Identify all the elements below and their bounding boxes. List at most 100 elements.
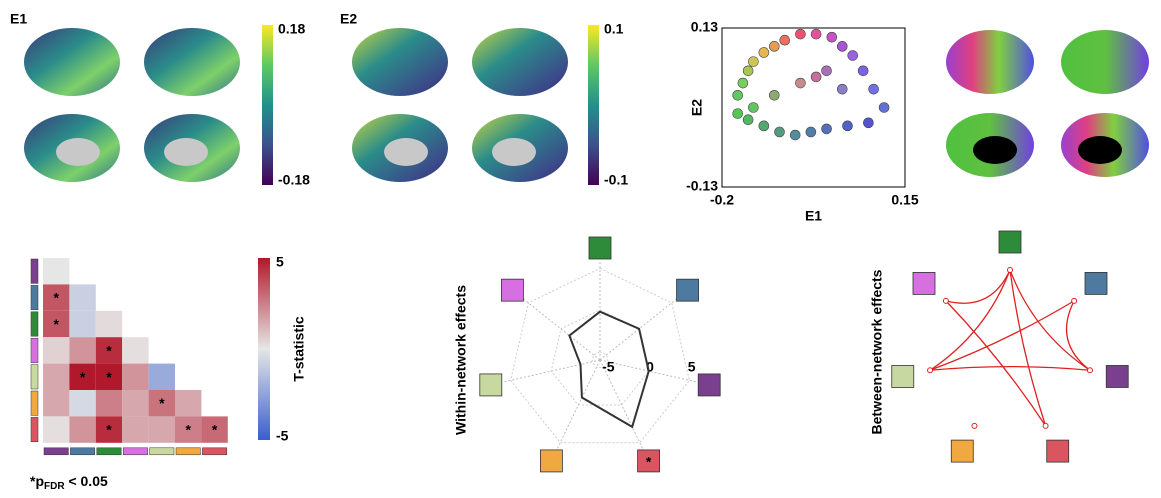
heatmap-cell <box>175 390 201 416</box>
point <box>842 121 852 131</box>
point <box>837 41 847 51</box>
point <box>748 57 758 67</box>
significance-mark: * <box>106 422 112 438</box>
network-square <box>540 450 562 472</box>
heatmap-cell <box>149 416 175 442</box>
point <box>733 90 743 100</box>
brain-lateral <box>472 28 568 96</box>
x-tick-label: 0.15 <box>891 192 918 208</box>
brain-lateral <box>946 30 1034 94</box>
row-network-bar <box>31 259 38 283</box>
point <box>822 124 832 134</box>
colorbar <box>262 25 273 185</box>
col-network-bar <box>44 448 68 455</box>
brain-lateral <box>1061 30 1149 94</box>
connection <box>930 301 1074 370</box>
row-network-bar <box>31 417 38 441</box>
row-network-bar <box>31 312 38 336</box>
heatmap-cell <box>122 364 148 390</box>
x-axis-label: E1 <box>805 208 822 224</box>
y-tick-label: 0.13 <box>691 19 718 35</box>
row-network-bar <box>31 365 38 389</box>
heatmap-cell <box>43 364 69 390</box>
connection <box>1010 270 1046 426</box>
colorbar-tick-label: -0.1 <box>604 172 628 188</box>
colorbar <box>258 258 270 440</box>
point <box>811 29 821 39</box>
heatmap-cell <box>96 390 122 416</box>
point <box>733 109 743 119</box>
point <box>858 66 868 76</box>
network-square <box>999 231 1021 253</box>
significance-mark: * <box>646 454 652 470</box>
point <box>806 127 816 137</box>
radar-tick-label: -5 <box>602 359 615 375</box>
significance-mark: * <box>80 369 86 385</box>
point <box>769 41 779 51</box>
point <box>743 66 753 76</box>
colorbar-tick-label: 5 <box>276 254 284 270</box>
col-network-bar <box>150 448 174 455</box>
heatmap-cell <box>122 390 148 416</box>
colorbar-tick-label: -5 <box>276 428 289 444</box>
connection <box>930 270 1010 370</box>
network-square <box>951 440 973 462</box>
node-point <box>972 423 977 428</box>
panel-label: E1 <box>10 11 27 27</box>
point <box>795 29 805 39</box>
point <box>863 118 873 128</box>
col-network-bar <box>70 448 94 455</box>
figure: E10.18-0.18E20.1-0.1-0.20.150.13-0.13E1E… <box>0 0 1161 498</box>
row-network-bar <box>31 338 38 362</box>
row-network-bar <box>31 285 38 309</box>
colorbar <box>588 25 599 185</box>
brain-lateral <box>144 28 240 96</box>
brain-core <box>384 138 428 166</box>
point <box>743 115 753 125</box>
footnote-subscript: FDR <box>44 481 65 492</box>
col-network-bar <box>176 448 200 455</box>
network-square <box>892 365 914 387</box>
brain-images <box>24 28 1149 182</box>
heatmap-cell <box>43 337 69 363</box>
point <box>759 47 769 57</box>
y-axis-label: E2 <box>689 99 705 116</box>
page: E10.18-0.18E20.1-0.1-0.20.150.13-0.13E1E… <box>0 0 1161 498</box>
radar-tick-label: 5 <box>688 359 696 375</box>
network-square <box>501 279 523 301</box>
network-square <box>1085 272 1107 294</box>
point <box>769 90 779 100</box>
brain-lateral <box>352 28 448 96</box>
point <box>822 66 832 76</box>
y-axis-label: Within-network effects <box>453 285 469 435</box>
y-axis-label: Between-network effects <box>869 269 885 434</box>
heatmap-cell <box>96 311 122 337</box>
heatmap-cell <box>122 416 148 442</box>
heatmap-cell <box>69 337 95 363</box>
brain-core <box>973 136 1017 164</box>
brain-core <box>492 138 536 166</box>
colorbar-tick-label: 0.18 <box>278 21 305 37</box>
point <box>795 78 805 88</box>
point <box>748 103 758 113</box>
network-square <box>698 374 720 396</box>
node-point <box>1072 298 1077 303</box>
node-point <box>1008 268 1013 273</box>
node-point <box>928 368 933 373</box>
footnote: *pFDR < 0.05 <box>30 473 108 492</box>
brain-lateral <box>24 28 120 96</box>
point <box>775 127 785 137</box>
row-network-bar <box>31 391 38 415</box>
heatmap-cell <box>43 258 69 284</box>
panel-label: E2 <box>340 11 357 27</box>
network-square <box>677 279 699 301</box>
significance-mark: * <box>185 422 191 438</box>
brain-core <box>56 138 100 166</box>
point <box>869 84 879 94</box>
significance-mark: * <box>212 422 218 438</box>
point <box>848 51 858 61</box>
col-network-bar <box>123 448 147 455</box>
point <box>790 130 800 140</box>
network-square <box>1047 440 1069 462</box>
significance-mark: * <box>53 316 59 332</box>
